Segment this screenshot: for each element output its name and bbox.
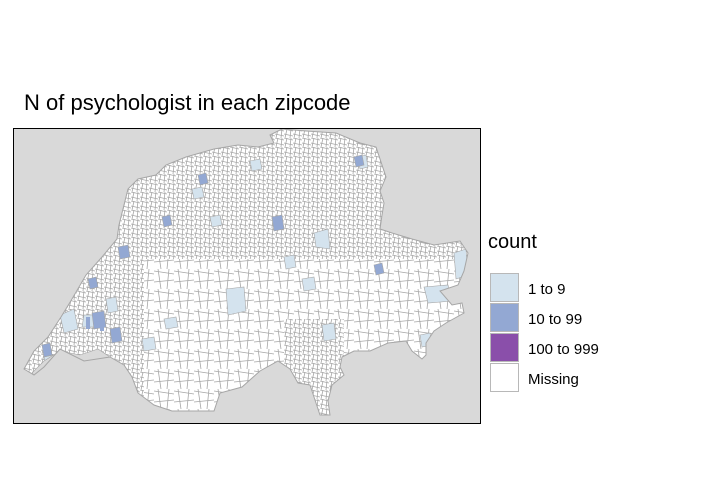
legend-swatch-1-to-9 [490,273,519,302]
zipcode-area [86,317,90,329]
zipcode-area [100,315,104,331]
legend-swatch-100-to-999 [490,333,519,362]
map-panel [13,128,481,424]
zipcode-area [301,276,317,292]
zipcode-area [105,296,119,314]
legend-swatch-missing [490,363,519,392]
zipcode-area [353,154,365,168]
legend-label-1-to-9: 1 to 9 [528,281,566,298]
zipcode-area [271,214,285,232]
zipcode-area [209,214,223,228]
zipcode-area [109,326,123,344]
zipcode-area [161,214,173,228]
legend-title: count [488,231,537,253]
legend-label-100-to-999: 100 to 999 [528,341,599,358]
zipcode-area [225,286,247,316]
zipcode-area [191,186,205,200]
zipcode-area [163,316,179,330]
legend-swatch-10-to-99 [490,303,519,332]
zipcode-area [141,336,157,352]
zipcode-area [321,322,337,342]
zipcode-area [41,342,53,358]
legend-label-missing: Missing [528,371,579,388]
zipcode-area [373,262,385,276]
zipcode-area [249,158,263,172]
zipcode-area [283,254,297,270]
zipcode-area [197,172,209,186]
zipcode-area [59,308,79,334]
zipcode-area [87,276,99,290]
switzerland-map [23,128,469,416]
map-title: N of psychologist in each zipcode [24,90,351,115]
choropleth-10-to-99 [41,154,385,358]
zipcode-area [313,228,331,250]
zipcode-area [117,244,131,260]
legend-label-10-to-99: 10 to 99 [528,311,583,328]
